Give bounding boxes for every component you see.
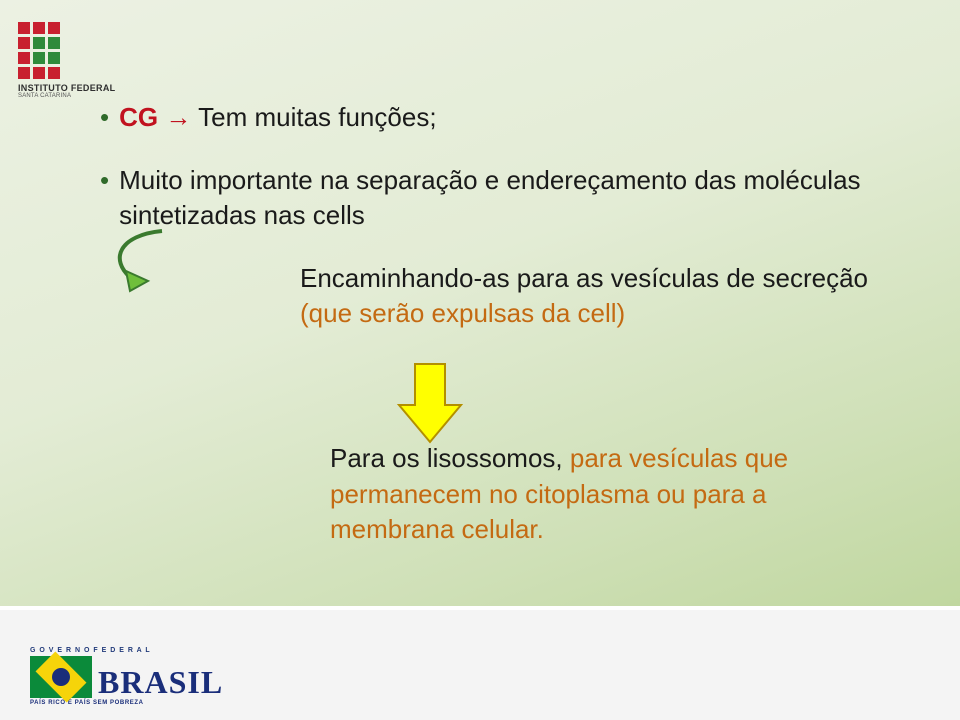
sub1-part1: Encaminhando-as para as vesículas de sec… [300,263,868,293]
cg-label: CG [119,102,158,132]
sub2-part1: Para os lisossomos, [330,443,570,473]
content-area: • CG → Tem muitas funções; • Muito impor… [100,100,890,547]
logo-grid-icon [18,22,115,79]
down-arrow-icon [395,360,465,445]
line1-rest: Tem muitas funções; [198,102,436,132]
slide: INSTITUTO FEDERAL SANTA CATARINA • CG → … [0,0,960,720]
sub1-part2: (que serão expulsas da cell) [300,298,625,328]
brazil-flag-icon [30,656,92,698]
bullet-2: • Muito importante na separação e endere… [100,163,890,233]
arrow-right-icon: → [165,102,191,132]
bullet-1: • CG → Tem muitas funções; [100,100,890,135]
brasil-logo: G O V E R N O F E D E R A L BRASIL PAÍS … [30,647,223,706]
brasil-word: BRASIL [98,666,223,698]
bullet-1-text: CG → Tem muitas funções; [119,100,436,135]
logo-sublabel: SANTA CATARINA [18,93,115,99]
curved-arrow-icon [102,225,202,295]
footer-band: G O V E R N O F E D E R A L BRASIL PAÍS … [0,606,960,720]
bullet-dot-icon: • [100,163,109,233]
sub-point-2: Para os lisossomos, para vesículas que p… [330,441,880,546]
bullet-dot-icon: • [100,100,109,135]
sub-point-1: Encaminhando-as para as vesículas de sec… [300,261,890,331]
gov-label: G O V E R N O F E D E R A L [30,647,223,654]
logo-label: INSTITUTO FEDERAL [18,83,115,93]
brasil-tagline: PAÍS RICO É PAÍS SEM POBREZA [30,700,223,706]
institute-logo: INSTITUTO FEDERAL SANTA CATARINA [18,22,115,99]
bullet-2-text: Muito importante na separação e endereça… [119,163,890,233]
